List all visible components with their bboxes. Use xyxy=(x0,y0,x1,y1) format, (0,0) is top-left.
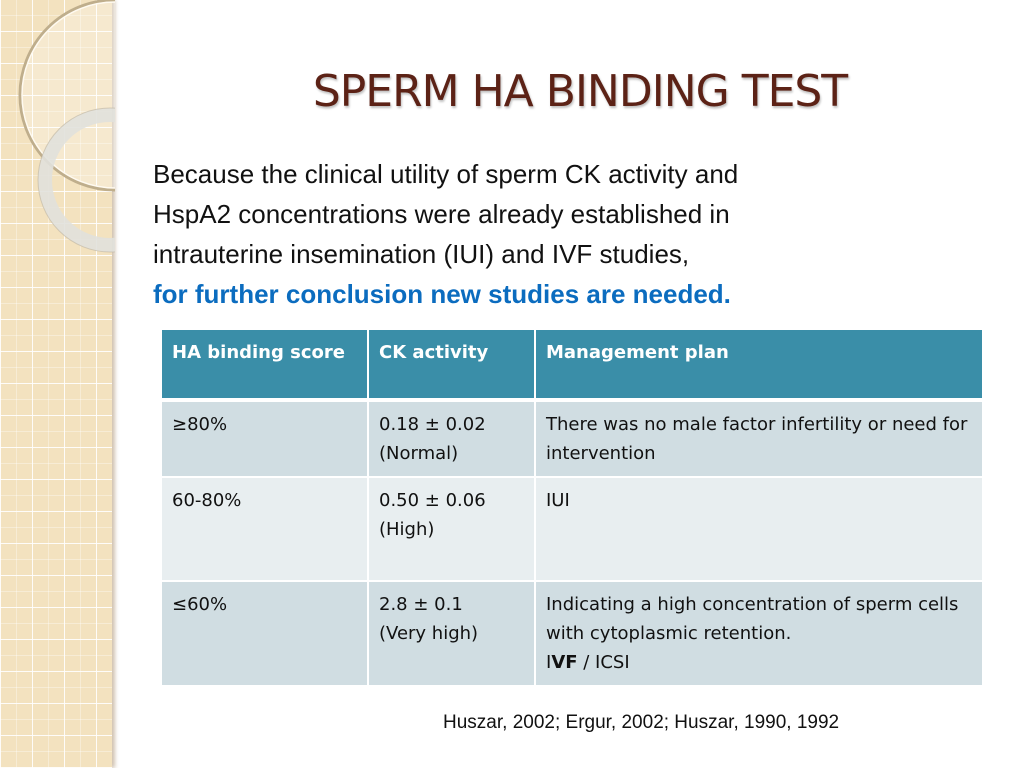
intro-line: intrauterine insemination (IUI) and IVF … xyxy=(153,239,690,269)
intro-line: Because the clinical utility of sperm CK… xyxy=(153,159,739,189)
cell-plan: IUI xyxy=(534,476,984,582)
plan-bold: VF xyxy=(551,652,578,673)
ck-value: 2.8 ± 0.1 xyxy=(379,594,463,615)
plan-prefix: I xyxy=(546,652,552,673)
citation: Huszar, 2002; Ergur, 2002; Huszar, 1990,… xyxy=(443,712,840,733)
ck-label: (High) xyxy=(379,519,435,540)
cell-score: ≥80% xyxy=(160,399,369,478)
intro-paragraph: Because the clinical utility of sperm CK… xyxy=(153,154,953,314)
decorative-sidebar xyxy=(0,0,112,768)
cell-ck-activity: 0.50 ± 0.06 (High) xyxy=(367,476,536,582)
cell-score: ≤60% xyxy=(160,580,369,687)
intro-highlight: for further conclusion new studies are n… xyxy=(153,279,731,309)
table-row: 60-80% 0.50 ± 0.06 (High) IUI xyxy=(160,476,984,582)
ck-label: (Normal) xyxy=(379,443,459,464)
cell-ck-activity: 2.8 ± 0.1 (Very high) xyxy=(367,580,536,687)
table-row: ≤60% 2.8 ± 0.1 (Very high) Indicating a … xyxy=(160,580,984,687)
plan-text: Indicating a high concentration of sperm… xyxy=(546,594,959,644)
cell-ck-activity: 0.18 ± 0.02 (Normal) xyxy=(367,399,536,478)
cell-score: 60-80% xyxy=(160,476,369,582)
intro-line: HspA2 concentrations were already establ… xyxy=(153,199,730,229)
ck-label: (Very high) xyxy=(379,623,479,644)
ha-binding-table: HA binding score CK activity Management … xyxy=(160,328,984,687)
cell-plan: There was no male factor infertility or … xyxy=(534,399,984,478)
ck-value: 0.50 ± 0.06 xyxy=(379,490,486,511)
header-ck-activity: CK activity xyxy=(367,328,536,402)
header-management-plan: Management plan xyxy=(534,328,984,402)
slide-title: SPERM HA BINDING TEST xyxy=(312,66,848,117)
table-header-row: HA binding score CK activity Management … xyxy=(160,328,984,402)
plan-treatment: IVF / ICSI xyxy=(546,648,972,677)
ck-value: 0.18 ± 0.02 xyxy=(379,414,486,435)
cell-plan: Indicating a high concentration of sperm… xyxy=(534,580,984,687)
header-ha-binding-score: HA binding score xyxy=(160,328,369,402)
table-row: ≥80% 0.18 ± 0.02 (Normal) There was no m… xyxy=(160,399,984,478)
plan-suffix: / ICSI xyxy=(577,652,630,673)
